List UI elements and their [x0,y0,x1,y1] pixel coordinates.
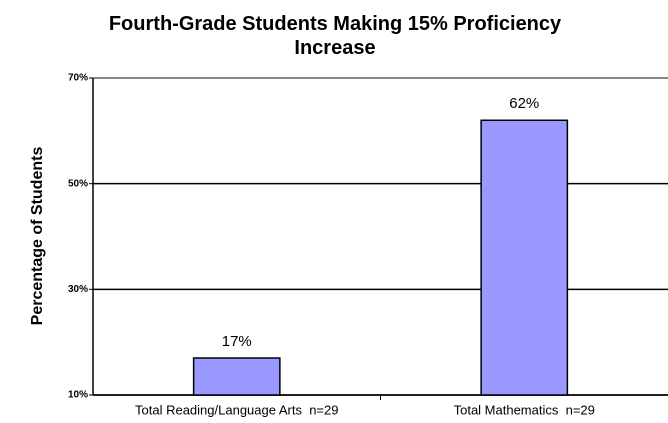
x-tick-label: Total Reading/Language Arts n=29 [135,402,338,417]
y-axis-label: Percentage of Students [29,147,46,326]
y-tick-label: 30% [68,284,88,295]
data-label: 62% [509,95,539,112]
chart-title: Fourth-Grade Students Making 15% Profici… [108,13,562,59]
bar [192,357,281,396]
y-tick-label: 50% [68,178,88,189]
data-label: 17% [222,333,252,350]
y-tick-label: 10% [68,390,88,401]
y-tick-label: 70% [68,73,88,84]
x-tick-label: Total Mathematics n=29 [454,402,595,417]
bar [480,119,569,396]
